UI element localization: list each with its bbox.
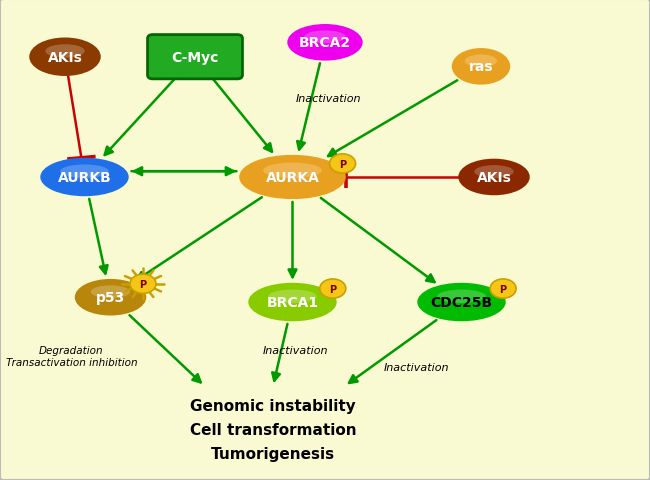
Ellipse shape [452, 49, 510, 85]
Ellipse shape [417, 283, 506, 322]
Text: Genomic instability: Genomic instability [190, 398, 356, 413]
Text: AKIs: AKIs [47, 50, 83, 65]
Ellipse shape [248, 283, 337, 322]
Circle shape [320, 279, 346, 299]
Circle shape [330, 155, 356, 174]
Text: Tumorigenesis: Tumorigenesis [211, 446, 335, 461]
Ellipse shape [46, 45, 84, 59]
Text: BRCA2: BRCA2 [299, 36, 351, 50]
Ellipse shape [60, 165, 109, 179]
Text: P: P [140, 279, 146, 289]
Text: AKIs: AKIs [476, 170, 512, 185]
Text: Inactivation: Inactivation [384, 362, 448, 372]
Text: CDC25B: CDC25B [430, 295, 493, 310]
Text: P: P [500, 284, 506, 294]
Text: Inactivation: Inactivation [263, 346, 328, 355]
Text: AURKB: AURKB [58, 170, 111, 185]
Text: Inactivation: Inactivation [296, 94, 361, 103]
Ellipse shape [458, 159, 530, 196]
Circle shape [130, 275, 156, 294]
Text: C-Myc: C-Myc [172, 50, 218, 65]
Ellipse shape [465, 55, 497, 68]
Ellipse shape [437, 290, 486, 303]
Text: p53: p53 [96, 290, 125, 305]
Text: Transactivation inhibition: Transactivation inhibition [6, 358, 137, 367]
Text: P: P [330, 284, 336, 294]
Text: P: P [339, 159, 346, 169]
Ellipse shape [91, 286, 130, 299]
Ellipse shape [75, 279, 146, 316]
Text: Cell transformation: Cell transformation [190, 422, 356, 437]
Text: AURKA: AURKA [266, 170, 319, 185]
Circle shape [490, 279, 516, 299]
Ellipse shape [268, 290, 317, 303]
Text: BRCA1: BRCA1 [266, 295, 318, 310]
Ellipse shape [40, 158, 129, 197]
Text: Degradation: Degradation [39, 346, 104, 355]
Ellipse shape [263, 163, 322, 179]
Ellipse shape [474, 166, 514, 179]
Ellipse shape [287, 25, 363, 61]
Ellipse shape [239, 156, 346, 200]
FancyBboxPatch shape [148, 36, 242, 80]
Ellipse shape [29, 38, 101, 77]
Ellipse shape [304, 31, 346, 44]
Text: ras: ras [469, 60, 493, 74]
